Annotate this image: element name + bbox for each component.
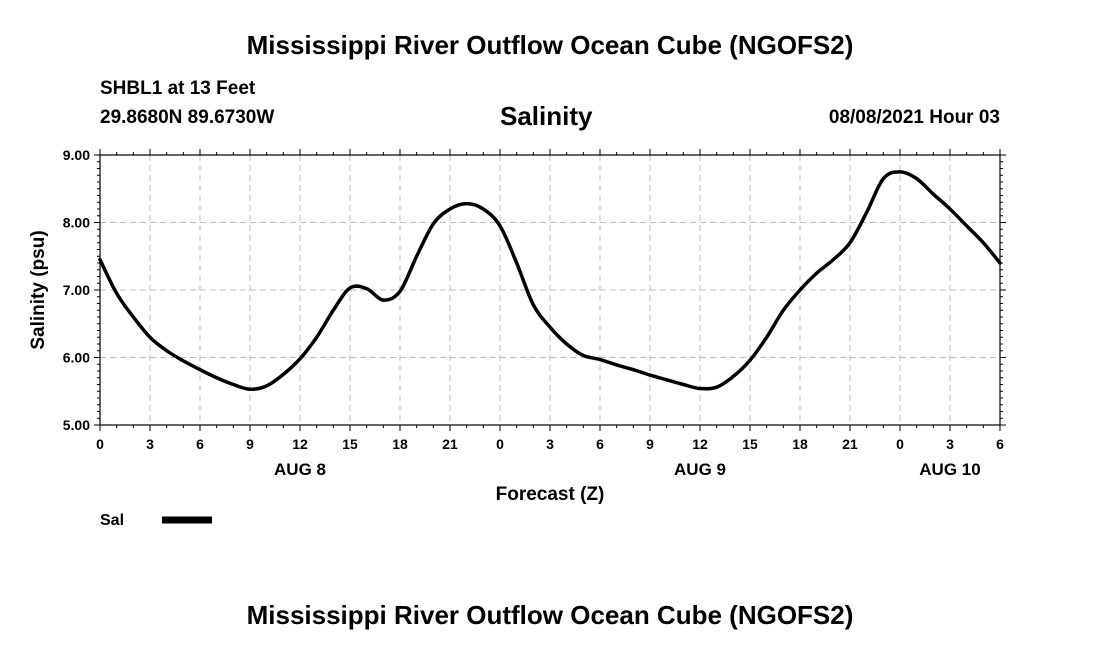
x-tick-label: 6 [196,436,204,452]
x-tick-label: 0 [896,436,904,452]
y-axis-title: Salinity (psu) [28,230,49,349]
y-tick-label: 8.00 [63,215,90,231]
station-coordinates: 29.8680N 89.6730W [100,107,275,128]
y-tick-label: 9.00 [63,147,90,163]
day-label: AUG 8 [274,460,326,479]
x-tick-label: 9 [646,436,654,452]
x-tick-label: 21 [842,436,858,452]
x-tick-label: 0 [496,436,504,452]
x-tick-label: 0 [96,436,104,452]
x-tick-label: 12 [292,436,308,452]
series-line-sal [98,170,1002,391]
x-tick-label: 15 [742,436,758,452]
x-tick-label: 6 [596,436,604,452]
x-tick-label: 3 [146,436,154,452]
footer-title: Mississippi River Outflow Ocean Cube (NG… [246,600,854,630]
x-tick-label: 21 [442,436,458,452]
x-tick-label: 15 [342,436,358,452]
x-tick-label: 3 [546,436,554,452]
day-label: AUG 10 [919,460,980,479]
x-tick-label: 9 [246,436,254,452]
main-title: Mississippi River Outflow Ocean Cube (NG… [246,30,854,60]
forecast-datetime: 08/08/2021 Hour 03 [828,107,1000,128]
y-tick-label: 5.00 [63,417,90,433]
x-tick-label: 12 [692,436,708,452]
x-tick-label: 18 [392,436,408,452]
y-tick-label: 6.00 [63,350,90,366]
x-tick-label: 3 [946,436,954,452]
day-label: AUG 9 [674,460,726,479]
x-tick-label: 6 [996,436,1004,452]
chart-title: Salinity [500,101,593,131]
y-tick-label: 7.00 [63,282,90,298]
station-label: SHBL1 at 13 Feet [100,78,256,99]
x-axis-title: Forecast (Z) [496,484,605,505]
x-tick-label: 18 [792,436,808,452]
legend-label: Sal [100,512,124,529]
